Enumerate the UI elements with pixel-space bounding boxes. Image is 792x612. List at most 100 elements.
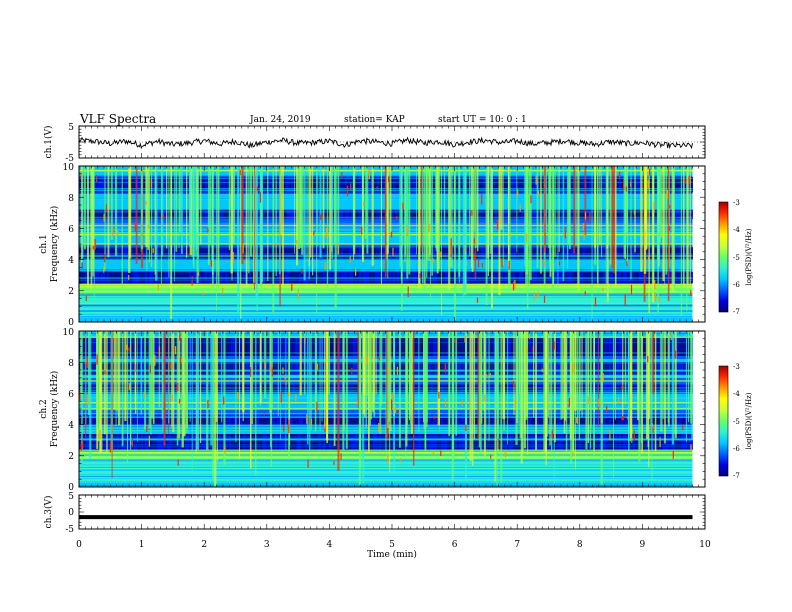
- spectrogram-cell: [681, 337, 683, 356]
- ch3-waveform-ylabel: ch.3(V): [43, 496, 54, 529]
- spectrogram-cell: [93, 415, 95, 425]
- spectrogram-streak: [147, 166, 150, 250]
- spectrogram-cell: [533, 209, 535, 220]
- spectrogram-cell: [203, 415, 205, 425]
- spectrogram-cell: [225, 337, 227, 356]
- spectrogram-cell: [435, 384, 437, 394]
- spectrogram-cell: [313, 433, 315, 450]
- spectrogram-cell: [687, 433, 689, 450]
- spectrogram-cell: [555, 362, 557, 375]
- spectrogram-cell: [291, 337, 293, 356]
- spectrogram-peak: [287, 392, 290, 397]
- spectrogram-cell: [131, 415, 133, 425]
- spectrogram-cell: [231, 415, 233, 425]
- spectrogram-streak: [622, 331, 624, 420]
- spectrogram-streak: [674, 331, 677, 439]
- spectrogram-peak: [532, 346, 534, 353]
- spectrogram-streak: [365, 331, 367, 429]
- spectrogram-streak: [578, 331, 580, 440]
- spectrogram-streak: [398, 331, 401, 448]
- spectrogram-cell: [287, 415, 289, 425]
- spectrogram-streak: [206, 331, 209, 451]
- spectrogram-cell: [435, 433, 437, 450]
- spectrogram-peak: [670, 332, 672, 341]
- spectrogram-streak: [601, 166, 603, 258]
- spectrogram-cell: [391, 384, 393, 394]
- spectrogram-streak: [406, 331, 409, 426]
- spectrogram-streak: [564, 331, 567, 421]
- spectrogram-cell: [161, 433, 163, 450]
- spectrogram-streak: [362, 331, 365, 415]
- spectrogram-streak: [645, 166, 647, 250]
- spectrogram-cell: [621, 337, 623, 356]
- spectrogram-cell: [317, 337, 319, 356]
- spectrogram-streak: [524, 166, 526, 267]
- spectrogram-cell: [679, 337, 681, 356]
- spectrogram-cell: [345, 209, 347, 220]
- ch1-ytick-2: 2: [68, 287, 74, 297]
- spectrogram-cell: [233, 433, 235, 450]
- spectrogram-cell: [123, 433, 125, 450]
- spectrogram-cell: [155, 433, 157, 450]
- spectrogram-cell: [263, 362, 265, 375]
- spectrogram-peak: [210, 260, 212, 267]
- spectrogram-cell: [347, 337, 349, 356]
- spectrogram-streak: [185, 331, 188, 428]
- spectrogram-streak: [181, 331, 185, 438]
- spectrogram-cell: [221, 176, 223, 193]
- spectrogram-streak: [297, 166, 300, 249]
- spectrogram-cell: [295, 415, 297, 425]
- spectrogram-peak: [296, 239, 298, 244]
- spectrogram-cell: [95, 433, 97, 450]
- spectrogram-streak: [458, 166, 461, 277]
- spectrogram-cell: [227, 176, 229, 193]
- spectrogram-peak: [537, 291, 539, 299]
- spectrogram-cell: [663, 384, 665, 394]
- spectrogram-cell: [205, 209, 207, 220]
- spectrogram-cell: [419, 337, 421, 356]
- spectrogram-peak: [191, 275, 193, 286]
- spectrogram-cell: [607, 337, 609, 356]
- spectrogram-streak: [686, 166, 688, 312]
- spectrogram-peak: [666, 189, 669, 199]
- spectrogram-cell: [233, 415, 235, 425]
- spectrogram-cell: [685, 176, 687, 193]
- spectrogram-cell: [159, 415, 161, 425]
- spectrogram-streak: [462, 166, 465, 299]
- spectrogram-cell: [351, 433, 353, 450]
- spectrogram-cell: [497, 209, 499, 220]
- spectrogram-streak: [301, 166, 304, 255]
- spectrogram-cell: [355, 176, 357, 193]
- spectrogram-streak: [115, 166, 118, 256]
- spectrogram-streak: [275, 166, 277, 277]
- spectrogram-cell: [457, 209, 459, 220]
- spectrogram-peak: [387, 176, 390, 183]
- spectrogram-peak: [158, 346, 161, 358]
- spectrogram-cell: [253, 415, 255, 425]
- spectrogram-peak: [316, 401, 318, 413]
- spectrogram-cell: [383, 384, 385, 394]
- spectrogram-peak: [519, 203, 521, 212]
- spectrogram-streak: [183, 331, 186, 437]
- spectrogram-cell: [107, 415, 109, 425]
- spectrogram-bright-line: [79, 283, 693, 286]
- spectrogram-cell: [665, 362, 667, 375]
- spectrogram-cell: [311, 362, 313, 375]
- spectrogram-cell: [267, 415, 269, 425]
- spectrogram-peak: [517, 189, 519, 198]
- spectrogram-cell: [583, 384, 585, 394]
- spectrogram-streak: [686, 166, 689, 289]
- spectrogram-cell: [311, 209, 313, 220]
- spectrogram-cell: [509, 384, 511, 394]
- spectrogram-band: [79, 458, 693, 469]
- spectrogram-streak: [431, 166, 433, 276]
- spectrogram-cell: [589, 176, 591, 193]
- spectrogram-cell: [347, 362, 349, 375]
- spectrogram-cell: [285, 176, 287, 193]
- spectrogram-cell: [459, 415, 461, 425]
- spectrogram-streak: [399, 166, 402, 268]
- spectrogram-peak: [143, 392, 145, 399]
- spectrogram-peak: [645, 290, 647, 295]
- spectrogram-cell: [243, 209, 245, 220]
- x-tick-label: 1: [139, 540, 145, 550]
